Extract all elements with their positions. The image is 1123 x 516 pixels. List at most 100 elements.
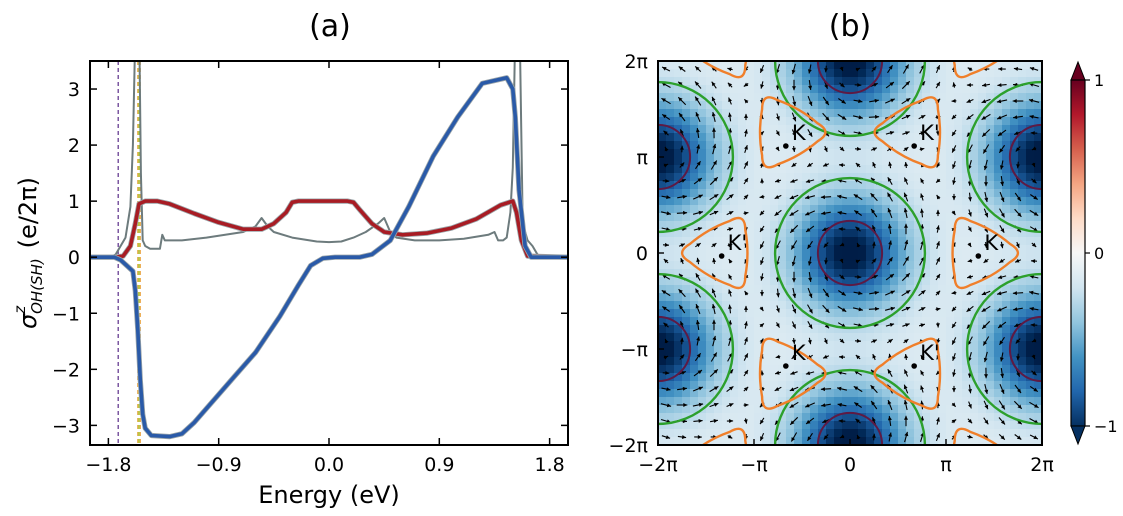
heat-cell — [698, 397, 707, 406]
heat-cell — [930, 349, 939, 358]
field-arrowhead — [775, 354, 781, 359]
field-arrowhead — [983, 357, 988, 363]
heat-cell — [978, 245, 987, 254]
heat-cell — [1010, 237, 1019, 246]
heat-cell — [802, 197, 811, 206]
heat-cell — [930, 293, 939, 302]
heat-cell — [738, 421, 747, 430]
heat-cell — [914, 437, 923, 445]
heat-cell — [666, 109, 675, 118]
heat-cell — [666, 309, 675, 318]
field-arrowhead — [789, 403, 795, 408]
heat-cell — [746, 317, 755, 326]
heat-cell — [738, 405, 747, 414]
heat-cell — [674, 437, 683, 445]
heat-cell — [794, 293, 803, 302]
heat-cell — [714, 101, 723, 110]
heat-cell — [898, 325, 907, 334]
heat-cell — [762, 101, 771, 110]
field-arrowhead — [887, 400, 892, 405]
heat-cell — [826, 381, 835, 390]
heat-cell — [938, 405, 947, 414]
heat-cell — [754, 69, 763, 78]
heat-cell — [962, 237, 971, 246]
heat-cell — [962, 365, 971, 374]
heat-cell — [730, 277, 739, 286]
heat-cell — [738, 125, 747, 134]
heat-cell — [970, 325, 979, 334]
field-arrowhead — [682, 386, 687, 391]
heat-cell — [890, 197, 899, 206]
heat-cell — [842, 117, 851, 126]
series-2-line — [90, 61, 568, 259]
heat-cell — [882, 285, 891, 294]
heat-cell — [698, 101, 707, 110]
heat-cell — [906, 93, 915, 102]
field-arrowhead — [889, 323, 895, 327]
heat-cell — [666, 413, 675, 422]
heat-cell — [978, 285, 987, 294]
heat-cell — [890, 245, 899, 254]
heat-cell — [1002, 373, 1011, 382]
heat-cell — [962, 381, 971, 390]
heat-cell — [1026, 157, 1035, 166]
heat-cell — [714, 237, 723, 246]
heat-cell — [858, 277, 867, 286]
heat-cell — [938, 229, 947, 238]
heat-cell — [930, 245, 939, 254]
heat-cell — [922, 213, 931, 222]
heat-cell — [730, 141, 739, 150]
heat-cell — [722, 389, 731, 398]
field-arrowhead — [855, 67, 861, 72]
heat-cell — [690, 341, 699, 350]
heat-cell — [738, 285, 747, 294]
heat-cell — [674, 173, 683, 182]
heat-cell — [794, 397, 803, 406]
heat-cell — [986, 141, 995, 150]
heat-cell — [1026, 125, 1035, 134]
heat-cell — [746, 421, 755, 430]
heat-cell — [738, 69, 747, 78]
heat-cell — [746, 141, 755, 150]
field-arrowhead — [875, 114, 880, 119]
heat-cell — [738, 189, 747, 198]
field-arrowhead — [744, 178, 748, 183]
heat-cell — [810, 165, 819, 174]
heat-cell — [954, 317, 963, 326]
heat-cell — [1026, 117, 1035, 126]
field-arrowhead — [1000, 212, 1005, 218]
heat-cell — [866, 389, 875, 398]
field-arrowhead — [888, 240, 893, 245]
heat-cell — [666, 133, 675, 142]
heat-cell — [890, 269, 899, 278]
heat-cell — [986, 285, 995, 294]
heat-cell — [754, 357, 763, 366]
heat-cell — [858, 373, 867, 382]
field-arrowhead — [967, 227, 972, 232]
field-arrowhead — [904, 147, 909, 152]
heat-cell — [1034, 405, 1042, 414]
field-arrowhead — [678, 97, 683, 102]
heat-cell — [818, 437, 827, 445]
heat-cell — [698, 69, 707, 78]
field-arrowhead — [904, 256, 909, 261]
field-arrowhead — [1029, 306, 1034, 311]
field-arrowhead — [823, 243, 828, 248]
field-arrowhead — [1016, 356, 1020, 361]
heat-cell — [994, 365, 1003, 374]
field-arrowhead — [1013, 307, 1018, 312]
heat-cell — [754, 421, 763, 430]
heat-cell — [722, 397, 731, 406]
heat-cell — [978, 261, 987, 270]
heat-cell — [682, 205, 691, 214]
heat-cell — [794, 285, 803, 294]
heat-cell — [666, 437, 675, 445]
heat-cell — [874, 325, 883, 334]
heat-cell — [970, 357, 979, 366]
heat-cell — [746, 373, 755, 382]
heat-cell — [714, 397, 723, 406]
heat-cell — [842, 165, 851, 174]
field-arrowhead — [1030, 323, 1035, 327]
heat-cell — [810, 173, 819, 182]
field-arrowhead — [966, 115, 971, 120]
